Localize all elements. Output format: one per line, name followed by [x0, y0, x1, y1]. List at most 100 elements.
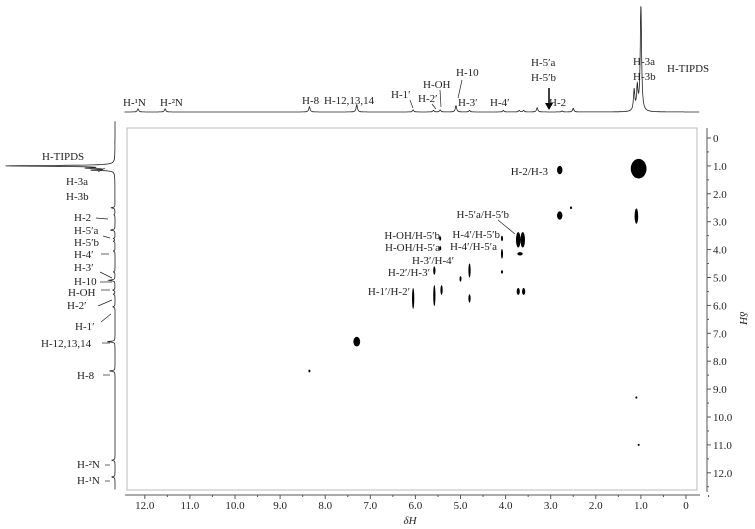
left-peak-label: H-5′a [74, 225, 99, 237]
cross-peak [433, 266, 436, 275]
x-axis-label: δH [403, 515, 417, 527]
cross-peak [439, 236, 442, 241]
left-peak-label: H-1′ [75, 321, 95, 333]
label-arrow [97, 167, 106, 173]
cross-peak [630, 158, 647, 179]
cross-peak-label: H-OH/H-5′b [384, 230, 440, 242]
cross-peak [308, 369, 311, 373]
cross-peak-label: H-5′a/H-5′b [457, 209, 510, 221]
left-peak-label: H-12,13,14 [41, 338, 92, 350]
top-peak-label: H-10 [456, 67, 479, 79]
cross-peak [468, 263, 471, 278]
left-peak-label: H-²N [77, 459, 100, 471]
x-tick-label: 11.0 [180, 500, 199, 512]
label-arrow [457, 79, 463, 99]
y-tick-label: 3.0 [713, 217, 727, 229]
x-tick-label: 8.0 [318, 500, 332, 512]
y-tick-label: 4.0 [713, 245, 727, 257]
label-arrow [100, 313, 112, 323]
y-tick-label: 10.0 [713, 412, 733, 424]
cross-peak-label: H-4′/H-5′b [452, 229, 500, 241]
cross-peak [637, 443, 640, 447]
cross-peak [515, 232, 521, 248]
top-peak-label: H-3′ [458, 97, 478, 109]
cross-peak [569, 206, 572, 210]
left-projection-spectrum [5, 121, 116, 490]
x-tick-label: 12.0 [135, 500, 155, 512]
cross-peak [517, 252, 523, 256]
left-peak-label: H-TIPDS [42, 151, 84, 163]
label-arrow [99, 271, 113, 279]
cross-peak [634, 208, 639, 224]
label-arrow [431, 103, 437, 110]
cross-peak [520, 232, 525, 248]
left-peak-label: H-8 [77, 370, 95, 382]
left-peak-label: H-5′b [74, 237, 100, 249]
x-tick-label: 2.0 [589, 500, 603, 512]
label-arrow [95, 217, 109, 220]
left-peak-label: H-2′ [67, 300, 87, 312]
top-peak-label: H-3a [633, 56, 655, 68]
y-tick-label: 1.0 [713, 161, 727, 173]
label-arrow [102, 235, 111, 239]
left-peak-label: H-3b [66, 191, 89, 203]
cross-peak [440, 285, 443, 295]
cross-peak [557, 211, 563, 220]
arrowhead [545, 103, 553, 110]
cross-peak-label: H-OH/H-5′a [385, 242, 440, 254]
cross-peak-label: H-3′/H-4′ [412, 255, 454, 267]
top-peak-label: H-2 [549, 97, 566, 109]
cross-peak [439, 246, 442, 251]
top-peak-label: H-4′ [490, 97, 510, 109]
x-tick-label: 4.0 [499, 500, 513, 512]
top-peak-label: H-3b [633, 71, 656, 83]
x-tick-label: 1.0 [634, 500, 648, 512]
y-tick-label: 6.0 [713, 300, 727, 312]
top-peak-label: H-TIPDS [667, 63, 709, 75]
cross-peak [500, 248, 503, 259]
y-tick-label: 9.0 [713, 384, 727, 396]
top-projection-spectrum [124, 6, 700, 113]
y-tick-label: 11.0 [713, 440, 732, 452]
x-tick-label: 3.0 [544, 500, 558, 512]
cross-peak [557, 165, 563, 175]
cross-peak [635, 396, 638, 399]
label-arrow [409, 99, 414, 109]
cross-peak-label: H-2′/H-3′ [388, 267, 430, 279]
left-peak-label: H-OH [68, 287, 96, 299]
cross-peak [522, 287, 526, 295]
left-peak-label: H-3a [66, 176, 88, 188]
cross-peak-label: H-4′/H-5′a [450, 241, 497, 253]
left-peak-label: H-10 [74, 276, 97, 288]
cross-peak [433, 285, 436, 307]
top-peak-label: H-2′ [418, 93, 438, 105]
top-peak-label: H-²N [160, 97, 183, 109]
left-peak-label: H-4′ [74, 249, 94, 261]
y-tick-label: 12.0 [713, 468, 733, 480]
cross-peak [516, 287, 520, 295]
x-tick-label: 6.0 [409, 500, 423, 512]
label-arrow [97, 299, 113, 307]
cross-peak [500, 235, 503, 242]
top-peak-label: H-1′ [391, 89, 411, 101]
cross-peak [353, 336, 361, 347]
top-peak-label: H-¹N [123, 97, 146, 109]
annotation-arrow [497, 219, 516, 235]
x-tick-label: 0 [683, 500, 689, 512]
y-tick-label: 5.0 [713, 273, 727, 285]
x-tick-label: 9.0 [273, 500, 287, 512]
top-peak-label: H-8 [302, 95, 320, 107]
y-tick-label: 2.0 [713, 189, 727, 201]
left-peak-label: H-3′ [74, 262, 94, 274]
left-peak-label: H-¹N [77, 475, 100, 487]
label-arrow [439, 89, 442, 108]
cross-peak-label: H-1′/H-2′ [368, 286, 410, 298]
top-peak-label: H-12,13,14 [324, 95, 375, 107]
cross-peak [412, 287, 415, 309]
y-tick-label: 8.0 [713, 356, 727, 368]
y-axis-label: δH [737, 311, 749, 325]
top-peak-label: H-OH [423, 79, 451, 91]
y-tick-label: 7.0 [713, 328, 727, 340]
top-peak-label: H-5′b [531, 72, 557, 84]
top-peak-label: H-5′a [531, 57, 556, 69]
